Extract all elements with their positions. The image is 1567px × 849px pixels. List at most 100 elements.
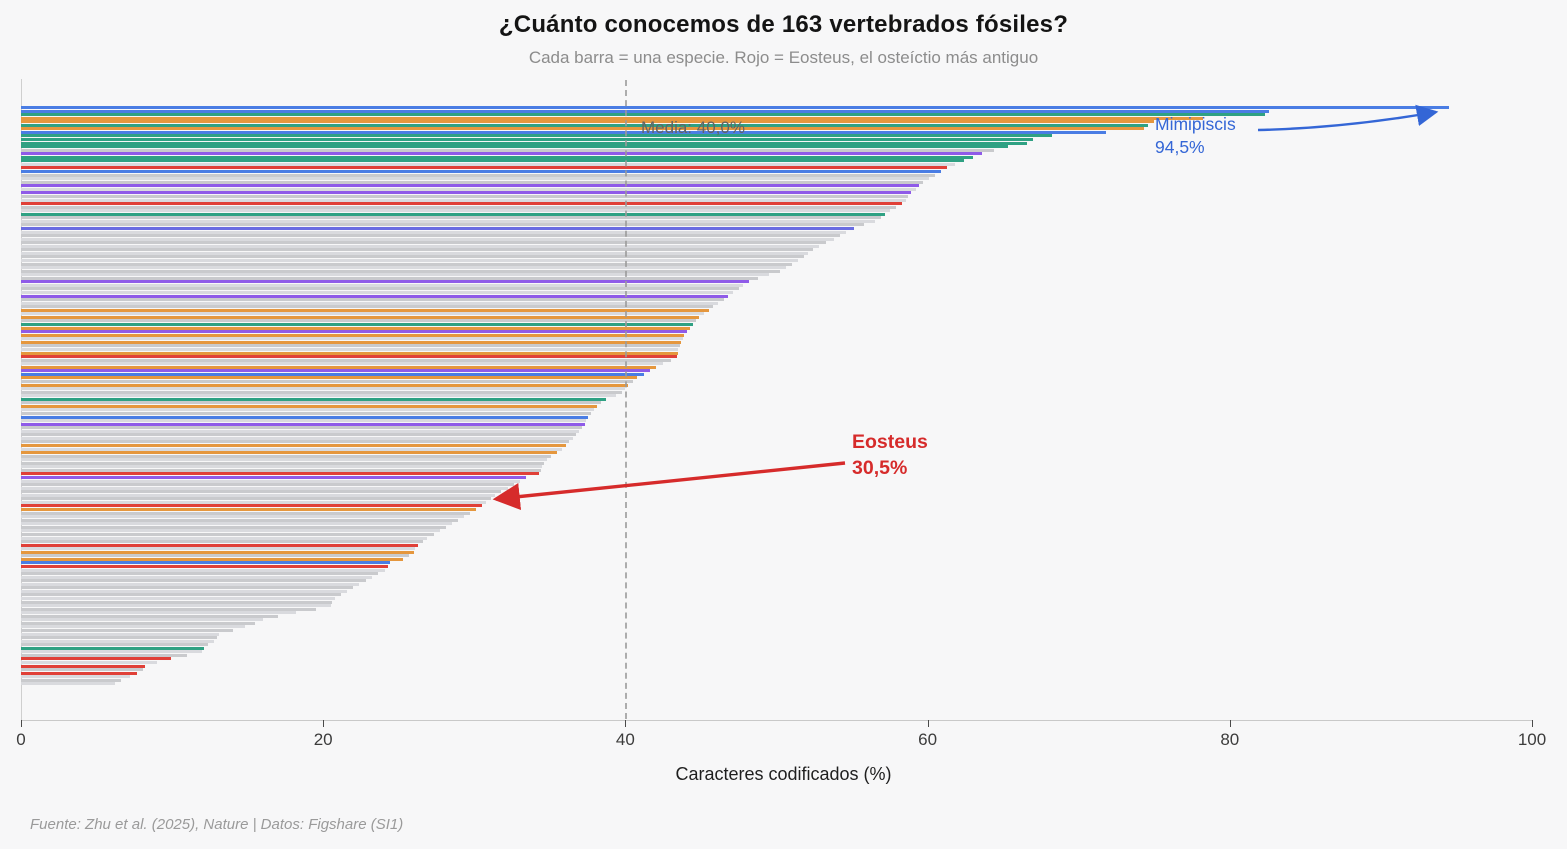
mean-dashed-line <box>625 80 627 719</box>
bar <box>21 333 685 337</box>
x-tick-mark <box>323 720 325 727</box>
bar <box>21 419 587 423</box>
bar <box>21 134 1052 138</box>
mimipiscis-name: Mimipiscis <box>1155 114 1236 134</box>
bar <box>21 237 834 241</box>
source-note: Fuente: Zhu et al. (2025), Nature | Dato… <box>30 816 404 833</box>
bar <box>21 678 121 682</box>
bar <box>21 522 452 526</box>
bar <box>21 141 1028 145</box>
bar <box>21 472 540 476</box>
bar <box>21 365 656 369</box>
bar <box>21 187 916 191</box>
bar <box>21 362 664 366</box>
bar <box>21 525 446 529</box>
bar <box>21 614 278 618</box>
bar <box>21 465 543 469</box>
bar <box>21 390 623 394</box>
bar <box>21 191 911 195</box>
bar <box>21 468 541 472</box>
bar <box>21 454 552 458</box>
bar <box>21 369 650 373</box>
bar <box>21 604 331 608</box>
bar <box>21 404 597 408</box>
x-tick-label: 40 <box>615 730 635 749</box>
bar <box>21 675 130 679</box>
bar <box>21 155 973 159</box>
bar <box>21 170 942 174</box>
bar <box>21 219 875 223</box>
x-tick-label: 100 <box>1517 730 1547 749</box>
bar <box>21 323 694 327</box>
bar <box>21 668 144 672</box>
bar <box>21 646 204 650</box>
bar <box>21 476 526 480</box>
bar <box>21 301 718 305</box>
eosteus-value: 30,5% <box>852 457 908 479</box>
x-axis-line <box>21 720 1533 721</box>
bar <box>21 625 245 629</box>
bar <box>21 294 729 298</box>
bar <box>21 337 683 341</box>
bar <box>21 508 476 512</box>
eosteus-annotation: Eosteus 30,5% <box>852 429 928 481</box>
bar <box>21 308 709 312</box>
bar <box>21 532 434 536</box>
x-tick-mark <box>625 720 627 727</box>
bar <box>21 497 491 501</box>
bar <box>21 394 617 398</box>
bar <box>21 582 360 586</box>
bar <box>21 529 440 533</box>
bar <box>21 639 215 643</box>
x-tick-mark <box>927 720 929 727</box>
bar <box>21 575 372 579</box>
bar <box>21 547 416 551</box>
bar <box>21 433 576 437</box>
bar <box>21 283 744 287</box>
bar <box>21 579 366 583</box>
bar <box>21 216 881 220</box>
bar <box>21 177 930 181</box>
bar <box>21 479 520 483</box>
bar <box>21 383 629 387</box>
bar <box>21 358 671 362</box>
bar <box>21 422 585 426</box>
bar <box>21 540 423 544</box>
bar <box>21 589 348 593</box>
bar <box>21 518 458 522</box>
bar <box>21 280 750 284</box>
bar <box>21 355 677 359</box>
bar <box>21 415 588 419</box>
bar <box>21 351 678 355</box>
bar <box>21 621 256 625</box>
bar <box>21 664 145 668</box>
bar <box>21 258 798 262</box>
bar <box>21 611 296 615</box>
x-tick-mark <box>21 720 22 727</box>
bar <box>21 166 948 170</box>
x-tick-label: 60 <box>918 730 938 749</box>
bar <box>21 429 579 433</box>
bar-mimipiscis <box>21 106 1449 109</box>
bar <box>21 564 389 568</box>
bar <box>21 194 908 198</box>
bar <box>21 597 336 600</box>
bar <box>21 536 428 540</box>
bar <box>21 138 1034 142</box>
bar <box>21 152 982 156</box>
mimipiscis-value: 94,5% <box>1155 137 1205 157</box>
bar <box>21 372 644 376</box>
bar <box>21 671 138 675</box>
bar <box>21 305 714 309</box>
bar <box>21 408 594 412</box>
bar <box>21 276 759 280</box>
chart-title: ¿Cuánto conocemos de 163 vertebrados fós… <box>498 11 1069 38</box>
eosteus-name: Eosteus <box>852 431 928 453</box>
bar <box>21 109 1270 113</box>
bar <box>21 241 827 245</box>
bar <box>21 198 907 202</box>
bar <box>21 444 567 447</box>
bar <box>21 315 700 319</box>
bar <box>21 543 419 547</box>
